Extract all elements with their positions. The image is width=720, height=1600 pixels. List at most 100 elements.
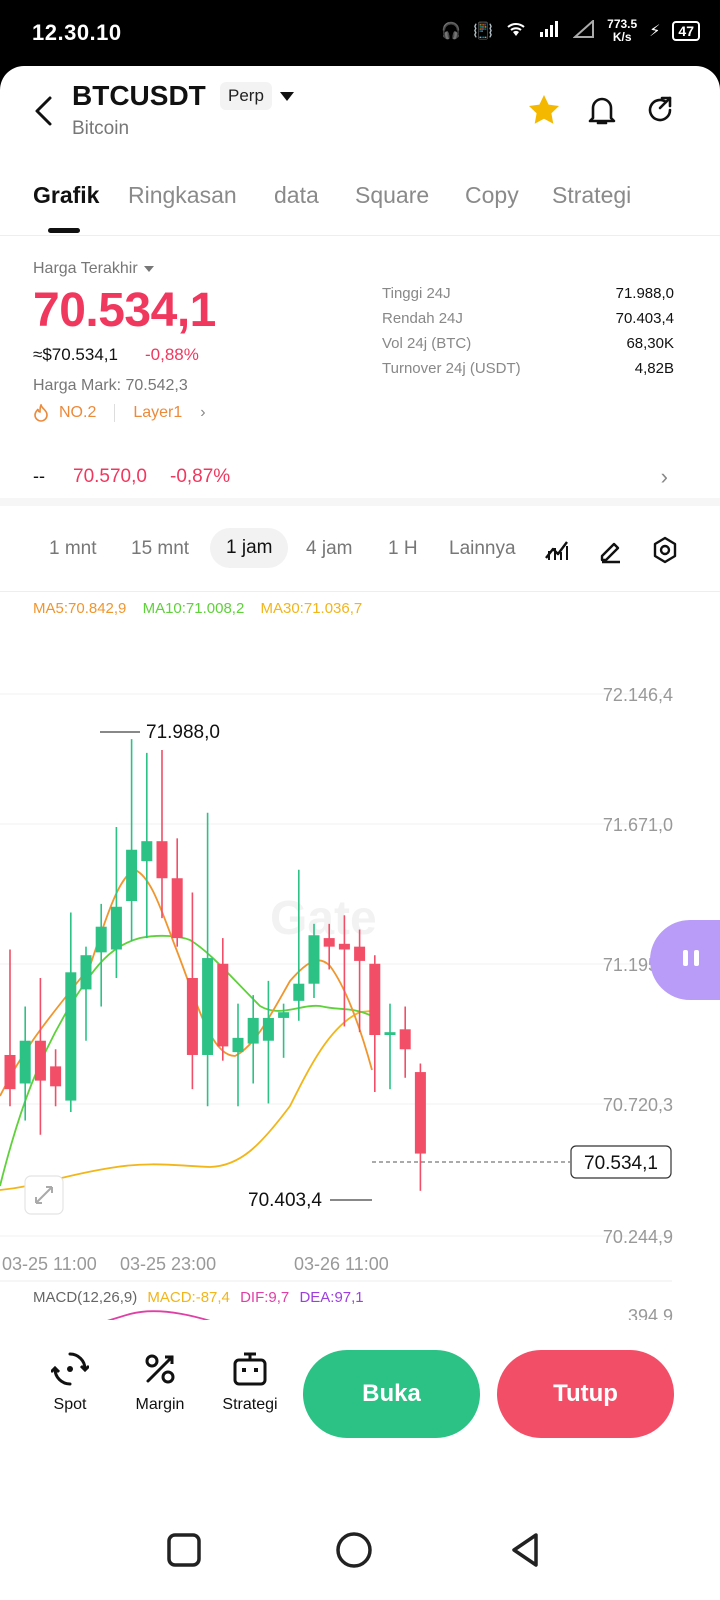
expand-icon bbox=[35, 1186, 53, 1204]
charging-icon: ⚡ bbox=[649, 23, 661, 40]
stats-24h: Tinggi 24J 71.988,0 Rendah 24J 70.403,4 Vo… bbox=[382, 285, 674, 385]
bell-icon[interactable] bbox=[584, 92, 620, 128]
tab-strategi[interactable]: Strategi bbox=[552, 182, 632, 208]
candle-body bbox=[80, 955, 92, 990]
caret-down-icon bbox=[143, 265, 154, 272]
chevron-right-icon: › bbox=[660, 464, 668, 489]
y-tick: 71.671,0 bbox=[603, 815, 673, 835]
interval-selector: 1 mnt 15 mnt 1 jam 4 jam 1 H Lainnya bbox=[0, 516, 720, 592]
candle-body bbox=[369, 963, 381, 1036]
tag-row[interactable]: NO.2 Layer1 › bbox=[33, 404, 206, 422]
recents-icon[interactable] bbox=[164, 1530, 204, 1570]
candle-body bbox=[338, 943, 350, 950]
candle-body bbox=[126, 849, 138, 902]
status-icons: 🎧 📳 773.5 K/s ⚡ 47 bbox=[441, 18, 700, 44]
candle-body bbox=[19, 1040, 31, 1084]
contract-type-badge[interactable]: Perp bbox=[220, 82, 272, 110]
candles bbox=[4, 739, 426, 1191]
interval-more[interactable]: Lainnya bbox=[449, 538, 516, 559]
interval-1m[interactable]: 1 mnt bbox=[49, 538, 97, 559]
tab-copy[interactable]: Copy bbox=[465, 182, 519, 208]
indicator-icon[interactable] bbox=[543, 536, 571, 564]
back-icon[interactable] bbox=[506, 1530, 546, 1570]
sector-tag: Layer1 bbox=[133, 404, 183, 421]
high-label: 71.988,0 bbox=[146, 722, 220, 743]
candle-body bbox=[65, 972, 77, 1101]
chevron-down-icon[interactable] bbox=[280, 92, 294, 101]
symbol-title[interactable]: BTCUSDT bbox=[72, 80, 206, 111]
candle-body bbox=[323, 938, 335, 947]
low-label: 70.403,4 bbox=[248, 1190, 322, 1211]
candle-body bbox=[171, 878, 183, 939]
price-chart[interactable]: Gate 71.988,0 70.403,4 70.534,1 72.146,4… bbox=[0, 586, 720, 1320]
chevron-right-icon: › bbox=[200, 404, 206, 421]
tab-bar: Grafik Ringkasan data Square Copy Strate… bbox=[0, 156, 720, 236]
open-position-button[interactable]: Buka bbox=[303, 1350, 480, 1438]
floating-assistant-bubble[interactable] bbox=[650, 920, 720, 1000]
header: BTCUSDT Perp Bitcoin bbox=[0, 66, 720, 156]
close-position-button[interactable]: Tutup bbox=[497, 1350, 674, 1438]
x-tick: 03-26 11:00 bbox=[294, 1254, 389, 1274]
candle-body bbox=[217, 963, 229, 1047]
tab-square[interactable]: Square bbox=[355, 182, 430, 208]
x-tick: 03-25 11:00 bbox=[2, 1254, 97, 1274]
vibrate-icon: 📳 bbox=[473, 23, 494, 40]
ma10-value: MA10:71.008,2 bbox=[142, 600, 245, 617]
candle-body bbox=[399, 1029, 411, 1050]
price-summary: Harga Terakhir 70.534,1 ≈$70.534,1 -0,88… bbox=[0, 237, 720, 437]
spot-button[interactable]: Spot bbox=[30, 1350, 110, 1414]
x-tick: 03-25 23:00 bbox=[120, 1254, 216, 1274]
network-speed: 773.5 K/s bbox=[607, 17, 638, 44]
status-bar: 12.30.10 🎧 📳 773.5 K/s ⚡ 47 bbox=[0, 0, 720, 66]
ma30-value: MA30:71.036,7 bbox=[260, 600, 363, 617]
expand-chart-button[interactable] bbox=[24, 1175, 64, 1215]
price-change-percent: -0,88% bbox=[145, 345, 199, 364]
related-ticker-row[interactable]: -- 70.570,0 -0,87% › bbox=[0, 446, 720, 506]
margin-button[interactable]: Margin bbox=[120, 1350, 200, 1414]
interval-15m[interactable]: 15 mnt bbox=[131, 538, 190, 559]
last-price-selector[interactable]: Harga Terakhir bbox=[33, 260, 154, 278]
interval-1d[interactable]: 1 H bbox=[388, 538, 418, 559]
candle-body bbox=[141, 841, 153, 862]
ma30-line bbox=[0, 1010, 373, 1191]
home-icon[interactable] bbox=[334, 1530, 374, 1570]
wifi-icon bbox=[505, 20, 527, 43]
ma5-value: MA5:70.842,9 bbox=[33, 600, 127, 617]
bottom-action-bar: Spot Margin Strategi Buka Tutup bbox=[0, 1320, 720, 1530]
rank-tag: NO.2 bbox=[59, 404, 97, 421]
candle-body bbox=[354, 946, 366, 961]
settings-icon[interactable] bbox=[651, 536, 679, 564]
back-arrow-icon[interactable] bbox=[30, 94, 58, 128]
stat-volume: Vol 24j (BTC) 68,30K bbox=[382, 335, 674, 352]
candle-body bbox=[110, 906, 122, 950]
stat-turnover: Turnover 24j (USDT) 4,82B bbox=[382, 360, 674, 377]
macd-legend: MACD(12,26,9) MACD:-87,4 DIF:9,7 DEA:97,… bbox=[33, 1289, 364, 1306]
tab-grafik[interactable]: Grafik bbox=[33, 182, 100, 208]
candle-body bbox=[50, 1066, 62, 1087]
star-icon[interactable] bbox=[526, 92, 562, 128]
tab-data[interactable]: data bbox=[274, 182, 319, 208]
candle-body bbox=[34, 1040, 46, 1081]
chart-grid bbox=[0, 693, 672, 1237]
ticker-price: 70.570,0 bbox=[73, 466, 147, 487]
active-tab-indicator bbox=[48, 228, 80, 233]
macd-dif-line bbox=[107, 1310, 211, 1320]
candle-body bbox=[384, 1032, 396, 1036]
swap-icon bbox=[51, 1352, 89, 1386]
candle-body bbox=[186, 978, 198, 1055]
current-price-box bbox=[570, 1145, 672, 1179]
tab-ringkasan[interactable]: Ringkasan bbox=[128, 182, 237, 208]
pencil-icon[interactable] bbox=[597, 536, 625, 564]
candle-body bbox=[414, 1072, 426, 1154]
candle-body bbox=[156, 841, 168, 879]
mark-price: Harga Mark: 70.542,3 bbox=[33, 377, 188, 394]
interval-1h[interactable]: 1 jam bbox=[210, 528, 289, 568]
ticker-dash: -- bbox=[33, 466, 45, 486]
share-icon[interactable] bbox=[642, 92, 678, 128]
candle-body bbox=[308, 935, 320, 984]
strategi-button[interactable]: Strategi bbox=[210, 1350, 290, 1414]
current-price-label: 70.534,1 bbox=[584, 1153, 658, 1174]
interval-4h[interactable]: 4 jam bbox=[306, 538, 353, 559]
candle-body bbox=[247, 1017, 259, 1044]
percent-icon bbox=[145, 1354, 175, 1384]
